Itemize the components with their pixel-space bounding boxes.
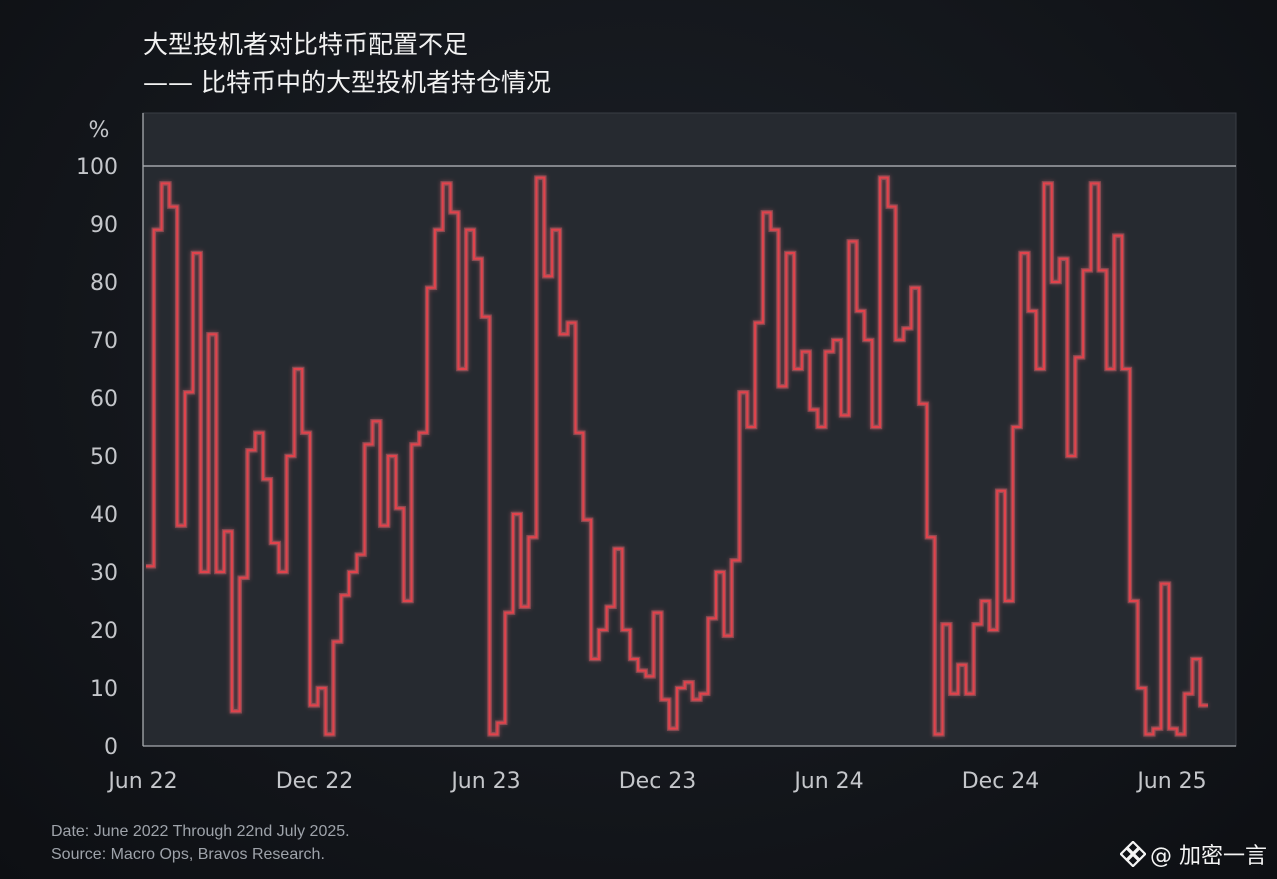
x-tick-label: Jun 23 bbox=[449, 769, 520, 794]
chart-title: 大型投机者对比特币配置不足 bbox=[143, 30, 469, 59]
x-tick-label: Jun 24 bbox=[792, 769, 863, 794]
series-line bbox=[146, 176, 1208, 736]
y-tick-label: 60 bbox=[90, 387, 118, 412]
y-tick-label: 50 bbox=[90, 445, 118, 470]
watermark: @ 加密一言 bbox=[1120, 838, 1267, 870]
y-tick-label: 0 bbox=[104, 735, 118, 760]
plot-area bbox=[142, 112, 1237, 747]
y-tick-label: 90 bbox=[90, 213, 118, 238]
y-tick-label: 30 bbox=[90, 561, 118, 586]
y-tick-label: 40 bbox=[90, 503, 118, 528]
watermark-text: @ 加密一言 bbox=[1150, 844, 1267, 869]
y-axis-unit: % bbox=[89, 118, 110, 143]
date-note: Date: June 2022 Through 22nd July 2025. bbox=[51, 823, 350, 840]
y-tick-labels: 0 10 20 30 40 50 60 70 80 90 100 bbox=[76, 155, 118, 760]
x-tick-label: Dec 24 bbox=[962, 769, 1040, 794]
y-tick-label: 80 bbox=[90, 271, 118, 296]
source-note: Source: Macro Ops, Bravos Research. bbox=[51, 846, 325, 863]
x-tick-labels: Jun 22 Dec 22 Jun 23 Dec 23 Jun 24 Dec 24 Jun … bbox=[106, 769, 1206, 794]
y-tick-label: 70 bbox=[90, 329, 118, 354]
chart-subtitle: —— 比特币中的大型投机者持仓情况 bbox=[143, 68, 551, 97]
y-tick-label: 20 bbox=[90, 619, 118, 644]
x-tick-label: Dec 22 bbox=[276, 769, 354, 794]
x-tick-label: Jun 25 bbox=[1135, 769, 1206, 794]
series-layer bbox=[146, 175, 1208, 737]
binance-diamond-icon bbox=[1120, 841, 1146, 867]
x-tick-label: Dec 23 bbox=[619, 769, 697, 794]
y-tick-label: 10 bbox=[90, 677, 118, 702]
y-tick-label: 100 bbox=[76, 155, 118, 180]
x-tick-label: Jun 22 bbox=[106, 769, 177, 794]
